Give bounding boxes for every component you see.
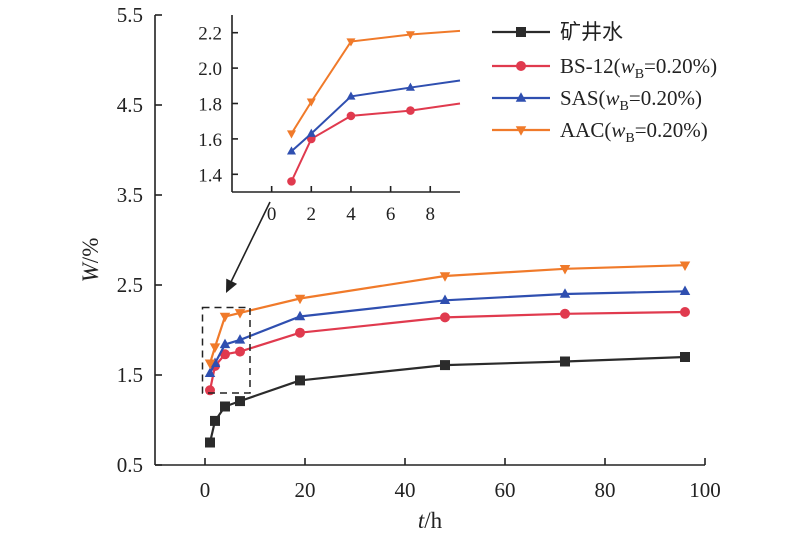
inset-data-point	[286, 130, 296, 139]
axis-labels: t/h W/%	[78, 238, 443, 533]
inset-y-tick-label: 2.0	[198, 59, 222, 80]
x-tick-label: 60	[495, 478, 516, 502]
inset-data-point	[346, 111, 356, 121]
main-series	[204, 261, 691, 448]
data-point	[205, 385, 215, 396]
data-point	[220, 349, 230, 360]
legend-label: BS-12(wB=0.20%)	[560, 54, 717, 82]
legend-marker	[516, 61, 526, 71]
y-tick-label: 0.5	[117, 453, 143, 477]
legend: 矿井水 BS-12(wB=0.20%) SAS(wB=0.20%) AAC(wB=0.…	[492, 20, 717, 146]
inset-data-point	[306, 128, 316, 137]
data-point	[205, 437, 215, 448]
series-line	[208, 264, 686, 364]
inset-data-point	[405, 82, 415, 91]
zoom-arrow	[226, 201, 271, 293]
data-point	[560, 308, 570, 319]
highlight-box	[201, 306, 251, 394]
data-point	[294, 310, 306, 321]
inset-x-tick-label: 2	[307, 204, 317, 225]
inset-data-point	[405, 31, 415, 40]
x-tick-label: 40	[395, 478, 416, 502]
data-point	[204, 359, 216, 370]
data-point	[560, 356, 570, 367]
inset-x-tick-label: 4	[346, 204, 356, 225]
legend-label: AAC(wB=0.20%)	[560, 118, 708, 146]
legend-marker	[515, 92, 527, 102]
data-point	[235, 396, 245, 407]
data-point	[234, 309, 246, 319]
inset-y-tick-label: 1.6	[198, 130, 222, 151]
y-axis-label: W/%	[78, 238, 103, 283]
x-axis-label: t/h	[418, 508, 443, 533]
inset-data-point	[287, 177, 296, 186]
inset-data-point	[346, 38, 356, 47]
data-point	[439, 272, 451, 282]
data-point	[219, 338, 231, 349]
arrow-head	[226, 278, 238, 293]
x-tick-label: 100	[689, 478, 721, 502]
data-point	[440, 360, 450, 371]
x-tick-label: 80	[595, 478, 616, 502]
inset-data-point	[406, 106, 415, 115]
data-point	[440, 312, 450, 323]
data-point	[235, 346, 245, 357]
data-point	[209, 343, 221, 353]
y-tick-label: 1.5	[117, 363, 143, 387]
data-point	[680, 352, 690, 362]
inset-y-tick-label: 1.4	[198, 165, 222, 186]
data-point	[559, 288, 571, 298]
legend-label: SAS(wB=0.20%)	[560, 86, 702, 114]
data-point	[559, 265, 571, 275]
y-tick-label: 5.5	[117, 3, 143, 27]
legend-label: 矿井水	[560, 20, 623, 44]
data-point	[439, 294, 451, 305]
data-point	[234, 334, 246, 344]
data-point	[219, 312, 231, 323]
y-tick-label: 3.5	[117, 183, 143, 207]
x-tick-label: 20	[295, 478, 316, 502]
data-point	[294, 294, 306, 305]
series-line	[209, 290, 686, 374]
inset-x-tick-label: 6	[386, 204, 396, 225]
zoom-region-box	[201, 306, 251, 394]
data-point	[204, 367, 216, 377]
y-tick-label: 4.5	[117, 93, 143, 117]
data-point	[680, 307, 690, 317]
inset-y-tick-label: 2.2	[198, 24, 222, 45]
data-point	[679, 261, 691, 271]
data-point	[210, 415, 220, 426]
data-point	[295, 375, 305, 386]
arrow-shaft	[228, 201, 271, 287]
inset-chart: 0 2 4 6 8 1.4 1.6 1.8 2.0 2.2	[198, 11, 464, 293]
inset-data-point	[346, 91, 356, 100]
x-tick-label: 0	[200, 478, 211, 502]
legend-marker	[515, 126, 527, 136]
data-point	[295, 327, 305, 338]
y-tick-label: 2.5	[117, 273, 143, 297]
inset-y-tick-label: 1.8	[198, 95, 222, 116]
data-point	[679, 285, 691, 296]
data-point	[220, 401, 230, 412]
inset-data-point	[286, 146, 296, 155]
inset-data-point	[306, 98, 316, 107]
inset-x-tick-label: 0	[267, 204, 277, 225]
inset-x-tick-label: 8	[426, 204, 436, 225]
legend-marker	[516, 27, 526, 37]
